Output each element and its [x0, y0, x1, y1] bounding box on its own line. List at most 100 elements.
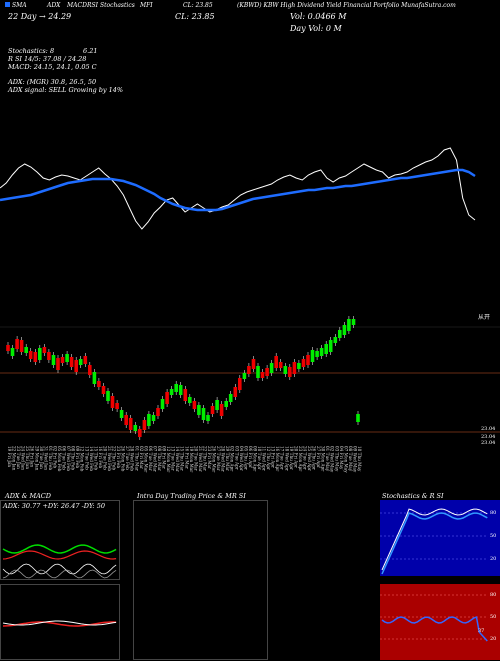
date-label: 13 Fri Apr — [271, 446, 276, 468]
rsi-line: R SI 14/5: 37.08 / 24.28 — [8, 55, 87, 63]
macd-line: MACD: 24.15, 24.1, 0.05 C — [8, 63, 97, 71]
date-label: 23 Mon Apr — [298, 446, 303, 471]
date-label: 04 Wed Apr — [239, 446, 244, 471]
date-label: 31 Wed Jan — [43, 446, 48, 470]
date-label: 17 Tue Apr — [280, 446, 285, 470]
stochastics-panel: 80 50 20 — [380, 500, 500, 576]
date-label: 16 Fri Mar — [184, 446, 189, 469]
date-label: 01 Thu Mar — [134, 446, 139, 471]
candle-down — [156, 408, 160, 416]
date-label: 12 Mon Mar — [166, 446, 171, 472]
price-label-low-b: 23.04 — [481, 434, 496, 440]
candle-down — [19, 340, 24, 352]
date-label: 30 Tue Jan — [39, 446, 44, 469]
day-volume-line: Day Vol: 0 M — [290, 24, 342, 33]
candle-up — [328, 340, 333, 352]
candle-down — [6, 345, 10, 351]
candle-up — [119, 410, 124, 418]
date-label: 29 Thu Mar — [225, 446, 230, 471]
date-label: 08 Thu Mar — [157, 446, 162, 471]
date-label: 03 Tue Apr — [234, 446, 239, 470]
candle-up — [215, 400, 219, 410]
candle-down — [110, 396, 115, 408]
candle-up — [169, 389, 174, 395]
date-label: 25 Thu Jan — [25, 446, 30, 469]
date-label: 02 Fri Mar — [139, 446, 144, 469]
candle-up — [133, 425, 138, 431]
candle-up — [333, 337, 338, 343]
price-line — [0, 147, 476, 230]
candle-up — [356, 414, 360, 422]
date-label: 22 Mon Jan — [12, 446, 17, 471]
adx-signal-line: ADX signal: SELL Growing by 14% — [8, 86, 124, 94]
date-label: 01 Thu Feb — [48, 446, 53, 470]
date-label: 27 Tue Feb — [125, 446, 130, 470]
date-label: 12 Mon Feb — [80, 446, 85, 472]
date-label: 19 Mon Mar — [189, 446, 194, 472]
date-label: 26 Thu Apr — [312, 446, 317, 470]
candle-up — [188, 397, 192, 403]
date-label: 15 Thu Feb — [93, 446, 98, 470]
candle-up — [78, 359, 83, 365]
price-label-low-c: 23.04 — [481, 440, 496, 446]
candle-up — [10, 348, 15, 356]
candle-up — [310, 350, 315, 362]
date-label: 20 Tue Feb — [103, 446, 108, 470]
legend-label-macd: MACD — [67, 2, 87, 9]
candle-up — [228, 394, 233, 402]
legend-text-sma: SMA — [12, 2, 27, 9]
date-label: 22 Thu Feb — [112, 446, 117, 470]
date-label: 09 Mon Apr — [253, 446, 258, 471]
candle-down — [278, 362, 283, 368]
date-label: 15 Thu Mar — [180, 446, 185, 471]
price-label-low-a: 23.04 — [481, 426, 496, 432]
date-label: 10 Thu May — [357, 446, 362, 472]
volume-line: Vol: 0.0466 M — [290, 12, 347, 21]
macd-lines — [2, 620, 117, 627]
intraday-panel — [133, 500, 268, 660]
date-label: 21 Wed Feb — [107, 446, 112, 471]
date-label: 08 Thu Feb — [71, 446, 76, 470]
stoch-level-50: 50 — [490, 533, 497, 539]
candle-down — [56, 358, 60, 370]
cl-label: CL: 23.85 — [183, 2, 213, 9]
adx-values: ADX: 30.77 +DY: 26.47 -DY: 50 — [3, 502, 105, 510]
days-label: 22 Day → 24.29 — [8, 12, 72, 21]
candle-up — [51, 355, 56, 365]
candle-up — [151, 415, 156, 421]
date-label: 26 Mon Feb — [121, 446, 126, 472]
stochastics-lines — [380, 508, 488, 575]
candle-down — [306, 355, 310, 365]
candle-up — [178, 385, 183, 395]
legend-label-stochastics: Stochastics — [100, 2, 135, 9]
date-label: 14 Wed Mar — [175, 446, 180, 472]
candle-up — [224, 401, 228, 407]
candle-down — [42, 347, 47, 353]
date-label: 13 Tue Feb — [84, 446, 89, 470]
date-label: 20 Tue Mar — [193, 446, 198, 471]
candle-down — [233, 387, 238, 397]
macd-panel — [0, 584, 120, 660]
candle-down — [251, 359, 256, 369]
candle-down — [219, 404, 224, 416]
adx-panel: ADX: 30.77 +DY: 26.47 -DY: 50 — [0, 500, 120, 580]
price-label-high: 从开 — [478, 314, 491, 321]
date-label: 10 Tue Apr — [257, 446, 262, 470]
candle-down — [33, 352, 38, 362]
date-label: 24 Wed Jan — [21, 446, 26, 470]
adx-line: ADX: (MGR) 30.8, 26.5, 50 — [8, 78, 97, 86]
date-label: 23 Tue Jan — [16, 446, 21, 469]
candle-up — [242, 373, 247, 379]
candle-down — [97, 381, 101, 387]
mfi-panel: 80 50 20 37 — [380, 584, 500, 660]
candle-down — [238, 378, 242, 390]
candle-down — [101, 386, 106, 394]
candle-down — [247, 366, 251, 374]
date-axis: 19 Fri Jan 22 Mon Jan 23 Tue Jan 24 Wed Jan… — [7, 446, 362, 473]
date-label: 01 Tue May — [325, 446, 330, 472]
candle-down — [15, 339, 19, 349]
candle-up — [319, 348, 324, 356]
candle-up — [197, 405, 201, 415]
date-label: 03 Thu May — [334, 446, 339, 472]
candle-down — [210, 406, 215, 414]
